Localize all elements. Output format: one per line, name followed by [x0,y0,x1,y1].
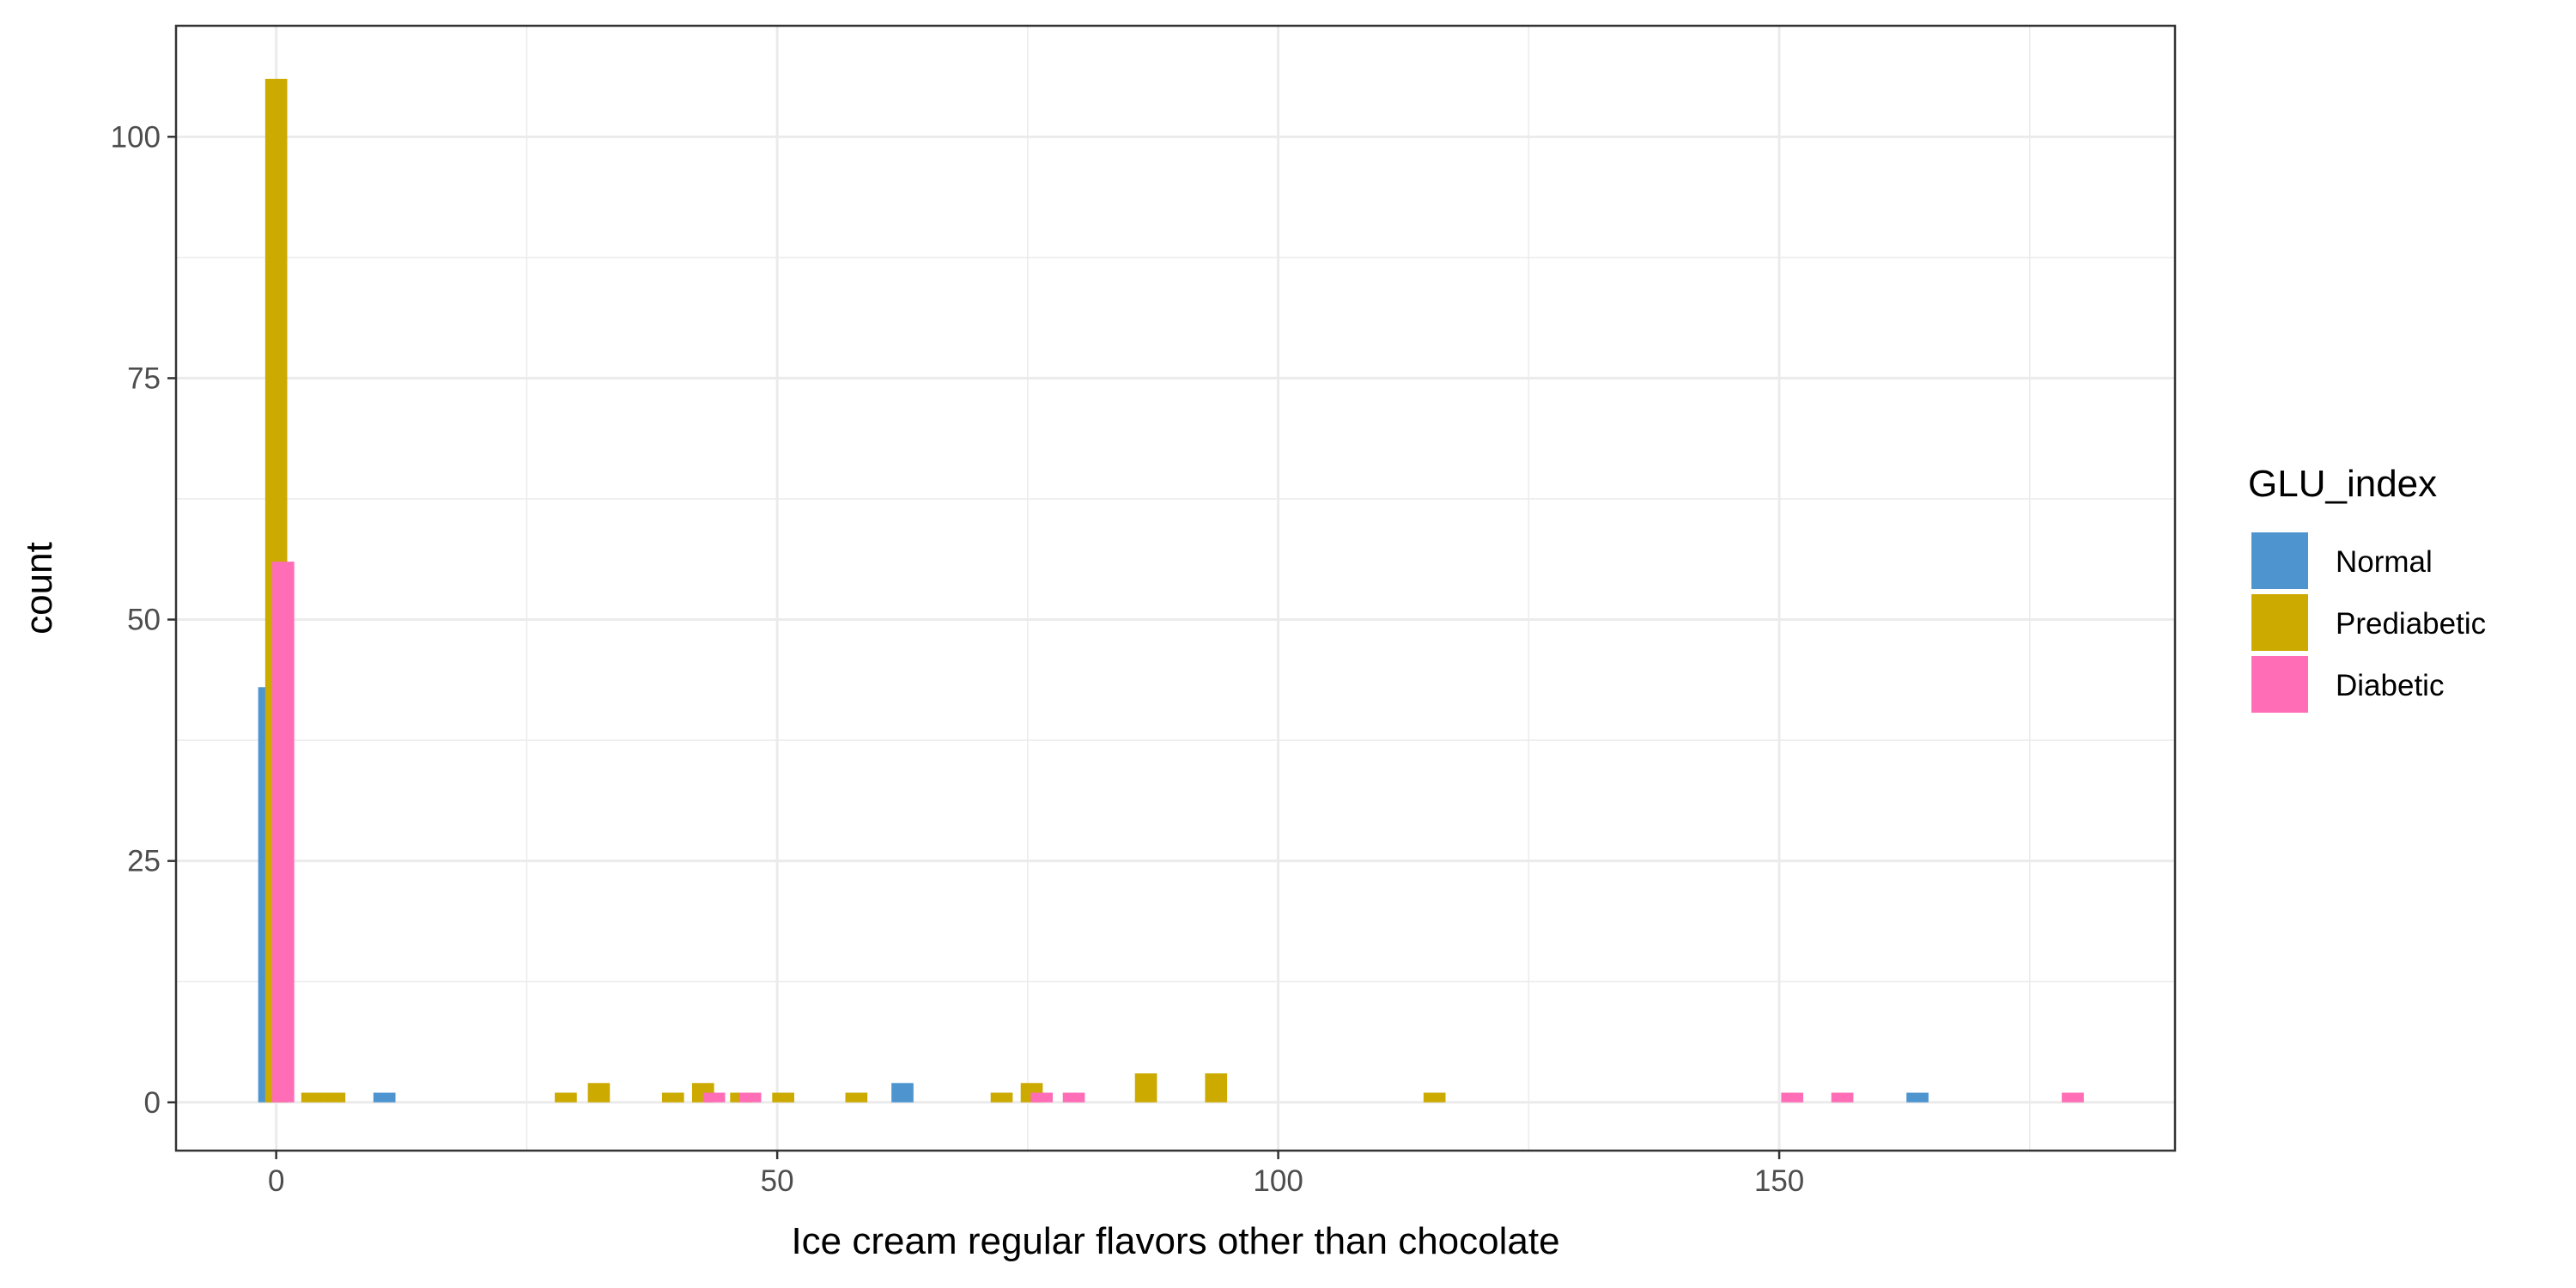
bar-prediabetic [587,1083,611,1103]
bar-prediabetic [1134,1073,1157,1103]
x-tick-label: 0 [268,1164,284,1198]
legend-key-normal [2251,532,2308,589]
bar-diabetic [272,562,295,1103]
legend-label-normal: Normal [2336,545,2433,579]
y-axis-title: count [18,542,60,635]
bar-diabetic [738,1092,762,1103]
bar-prediabetic [323,1092,346,1103]
plot-border [174,24,2177,1152]
x-tick-label: 100 [1253,1164,1303,1198]
bar-prediabetic [1423,1092,1446,1103]
bars-layer [258,78,2084,1103]
legend: GLU_index Normal Prediabetic Diabetic [2248,463,2486,713]
bar-diabetic [1831,1092,1854,1103]
bar-diabetic [702,1092,726,1103]
bar-prediabetic [301,1092,324,1103]
bar-normal [1906,1092,1929,1103]
legend-label-diabetic: Diabetic [2336,669,2444,702]
bar-prediabetic [1205,1073,1228,1103]
x-axis-tick-labels: 0 50 100 150 [268,1164,1804,1198]
bar-diabetic [1781,1092,1804,1103]
y-axis-tick-labels: 0 25 50 75 100 [111,120,161,1119]
x-tick-label: 50 [761,1164,794,1198]
bar-diabetic [1062,1092,1085,1103]
legend-title: GLU_index [2248,463,2437,505]
bar-prediabetic [555,1092,577,1103]
axis-ticks [167,136,1781,1159]
y-tick-label: 0 [144,1086,161,1120]
bar-prediabetic [990,1092,1013,1103]
bar-prediabetic [661,1092,684,1103]
bar-prediabetic [845,1092,868,1103]
y-tick-label: 100 [111,120,161,154]
bar-prediabetic [772,1092,794,1103]
legend-key-prediabetic [2251,594,2308,651]
y-tick-label: 75 [127,361,161,395]
bar-diabetic [2062,1092,2084,1103]
legend-items: Normal Prediabetic Diabetic [2251,532,2486,713]
x-axis-title: Ice cream regular flavors other than cho… [791,1220,1559,1262]
bar-normal [373,1092,396,1103]
y-tick-label: 25 [127,845,161,878]
bar-diabetic [1030,1092,1054,1103]
bar-normal [891,1083,914,1103]
legend-key-diabetic [2251,656,2308,713]
minor-gridlines [176,26,2175,1151]
legend-label-prediabetic: Prediabetic [2336,607,2486,641]
x-tick-label: 150 [1754,1164,1804,1198]
y-tick-label: 50 [127,604,161,637]
